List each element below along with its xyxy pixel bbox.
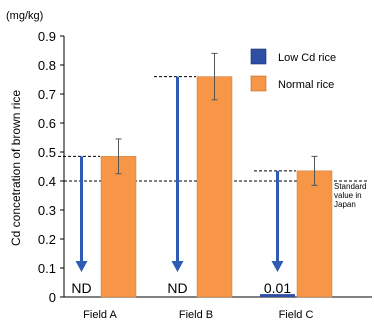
y-tick-label: 0.4	[38, 174, 56, 189]
axes: 0 0.1 0.2 0.3 0.4 0.5 0.6 0.7 0.8 0.9	[38, 29, 372, 305]
x-category-label: Field C	[279, 309, 314, 321]
reduction-arrow-head	[171, 261, 184, 272]
legend-swatch-low-cd	[250, 48, 267, 65]
x-category-label: Field A	[83, 309, 117, 321]
legend-swatch-normal	[250, 75, 267, 92]
reduction-arrow-head	[75, 261, 88, 272]
y-tick-label: 0.6	[38, 116, 56, 131]
low-cd-value-label: ND	[71, 280, 91, 296]
bar-normal-rice	[296, 170, 333, 298]
low-cd-value-label: ND	[167, 280, 187, 296]
reference-line-label: Standard	[334, 182, 366, 191]
reduction-arrow-head	[271, 261, 284, 272]
x-category-label: Field B	[179, 309, 213, 321]
y-tick-label: 0.9	[38, 29, 56, 44]
y-tick-label: 0.7	[38, 87, 56, 102]
bar-normal-rice	[196, 76, 233, 298]
low-cd-value-label: 0.01	[264, 280, 291, 296]
y-tick-label: 0.8	[38, 58, 56, 73]
y-unit-label: (mg/kg)	[6, 10, 43, 22]
bar-normal-rice	[100, 156, 137, 298]
legend-label-normal: Normal rice	[278, 79, 334, 91]
bars-group	[100, 52, 333, 298]
y-axis-label: Cd concetration of brown rice	[9, 90, 23, 246]
reduction-arrows-group	[58, 76, 296, 272]
legend-label-low-cd: Low Cd rice	[278, 52, 336, 64]
y-tick-label: 0.3	[38, 203, 56, 218]
bar-low-cd	[260, 294, 295, 297]
y-tick-label: 0.1	[38, 261, 56, 276]
legend: Low Cd rice Normal rice	[250, 48, 336, 92]
reference-line-label: Japan	[334, 200, 356, 209]
y-tick-label: 0	[49, 290, 56, 305]
labels-group: ND Field A ND Field B 0.01 Field C	[71, 280, 313, 321]
reference-line-label: value in	[334, 191, 362, 200]
y-tick-label: 0.2	[38, 232, 56, 247]
y-tick-label: 0.5	[38, 145, 56, 160]
